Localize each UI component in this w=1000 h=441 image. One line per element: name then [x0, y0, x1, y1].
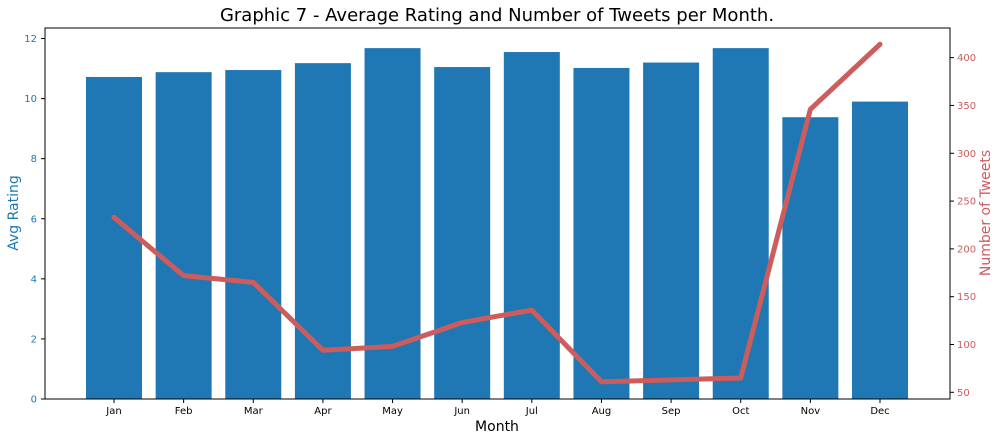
- x-tick-label-apr: Apr: [314, 406, 332, 417]
- bar-jul: [503, 52, 560, 400]
- y-left-tick-label: 0: [31, 395, 37, 406]
- bar-dec: [852, 101, 908, 400]
- y-right-tick-label: 50: [957, 388, 970, 399]
- y-left-tick-label: 12: [24, 34, 37, 45]
- bars-layer: [86, 48, 908, 400]
- bar-jan: [86, 76, 142, 399]
- y-right-tick-label: 350: [957, 101, 976, 112]
- bar-mar: [225, 70, 282, 400]
- y-axis-left-label: Avg Rating: [6, 175, 22, 251]
- bar-jun: [434, 67, 491, 399]
- bar-nov: [782, 117, 839, 399]
- y-right-tick-label: 300: [957, 149, 976, 160]
- x-tick-label-jul: Jul: [525, 406, 538, 417]
- bar-apr: [294, 63, 351, 399]
- tweets-line: [111, 41, 883, 385]
- y-right-tick-label: 250: [957, 197, 976, 208]
- y-left-tick-label: 6: [31, 214, 37, 225]
- y-left-tick-label: 8: [31, 154, 37, 165]
- chart-title: Graphic 7 - Average Rating and Number of…: [220, 5, 774, 26]
- x-tick-label-may: May: [382, 406, 403, 417]
- y-axis-right-label: Number of Tweets: [978, 150, 994, 276]
- y-right-tick-label: 400: [957, 53, 976, 64]
- y-right-tick-label: 100: [957, 340, 976, 351]
- x-tick-label-jun: Jun: [453, 406, 470, 417]
- bar-feb: [155, 72, 212, 399]
- x-tick-label-oct: Oct: [732, 406, 749, 417]
- y-left-tick-label: 10: [24, 94, 37, 105]
- bar-aug: [573, 67, 630, 399]
- y-right-tick-label: 200: [957, 244, 976, 255]
- bar-oct: [712, 48, 769, 399]
- line-layer: [111, 41, 883, 385]
- y-left-tick-label: 2: [31, 334, 37, 345]
- bar-sep: [643, 62, 700, 399]
- x-tick-label-nov: Nov: [801, 406, 821, 417]
- y-axis-right: 50 100 150 200 250 300 350 400: [950, 53, 976, 399]
- y-right-tick-label: 150: [957, 292, 976, 303]
- x-tick-label-sep: Sep: [662, 406, 681, 417]
- x-tick-label-dec: Dec: [870, 406, 889, 417]
- x-tick-label-jan: Jan: [105, 406, 121, 417]
- x-axis: Jan Feb Mar Apr May Jun Jul Aug Sep Oct Nov Dec: [105, 399, 890, 417]
- plot-frame: [44, 27, 951, 400]
- x-tick-label-feb: Feb: [175, 406, 193, 417]
- x-tick-label-aug: Aug: [592, 406, 612, 417]
- y-left-tick-label: 4: [31, 274, 37, 285]
- y-axis-left: 0 2 4 6 8 10 12: [24, 34, 45, 406]
- x-axis-label: Month: [475, 419, 519, 435]
- x-tick-label-mar: Mar: [244, 406, 264, 417]
